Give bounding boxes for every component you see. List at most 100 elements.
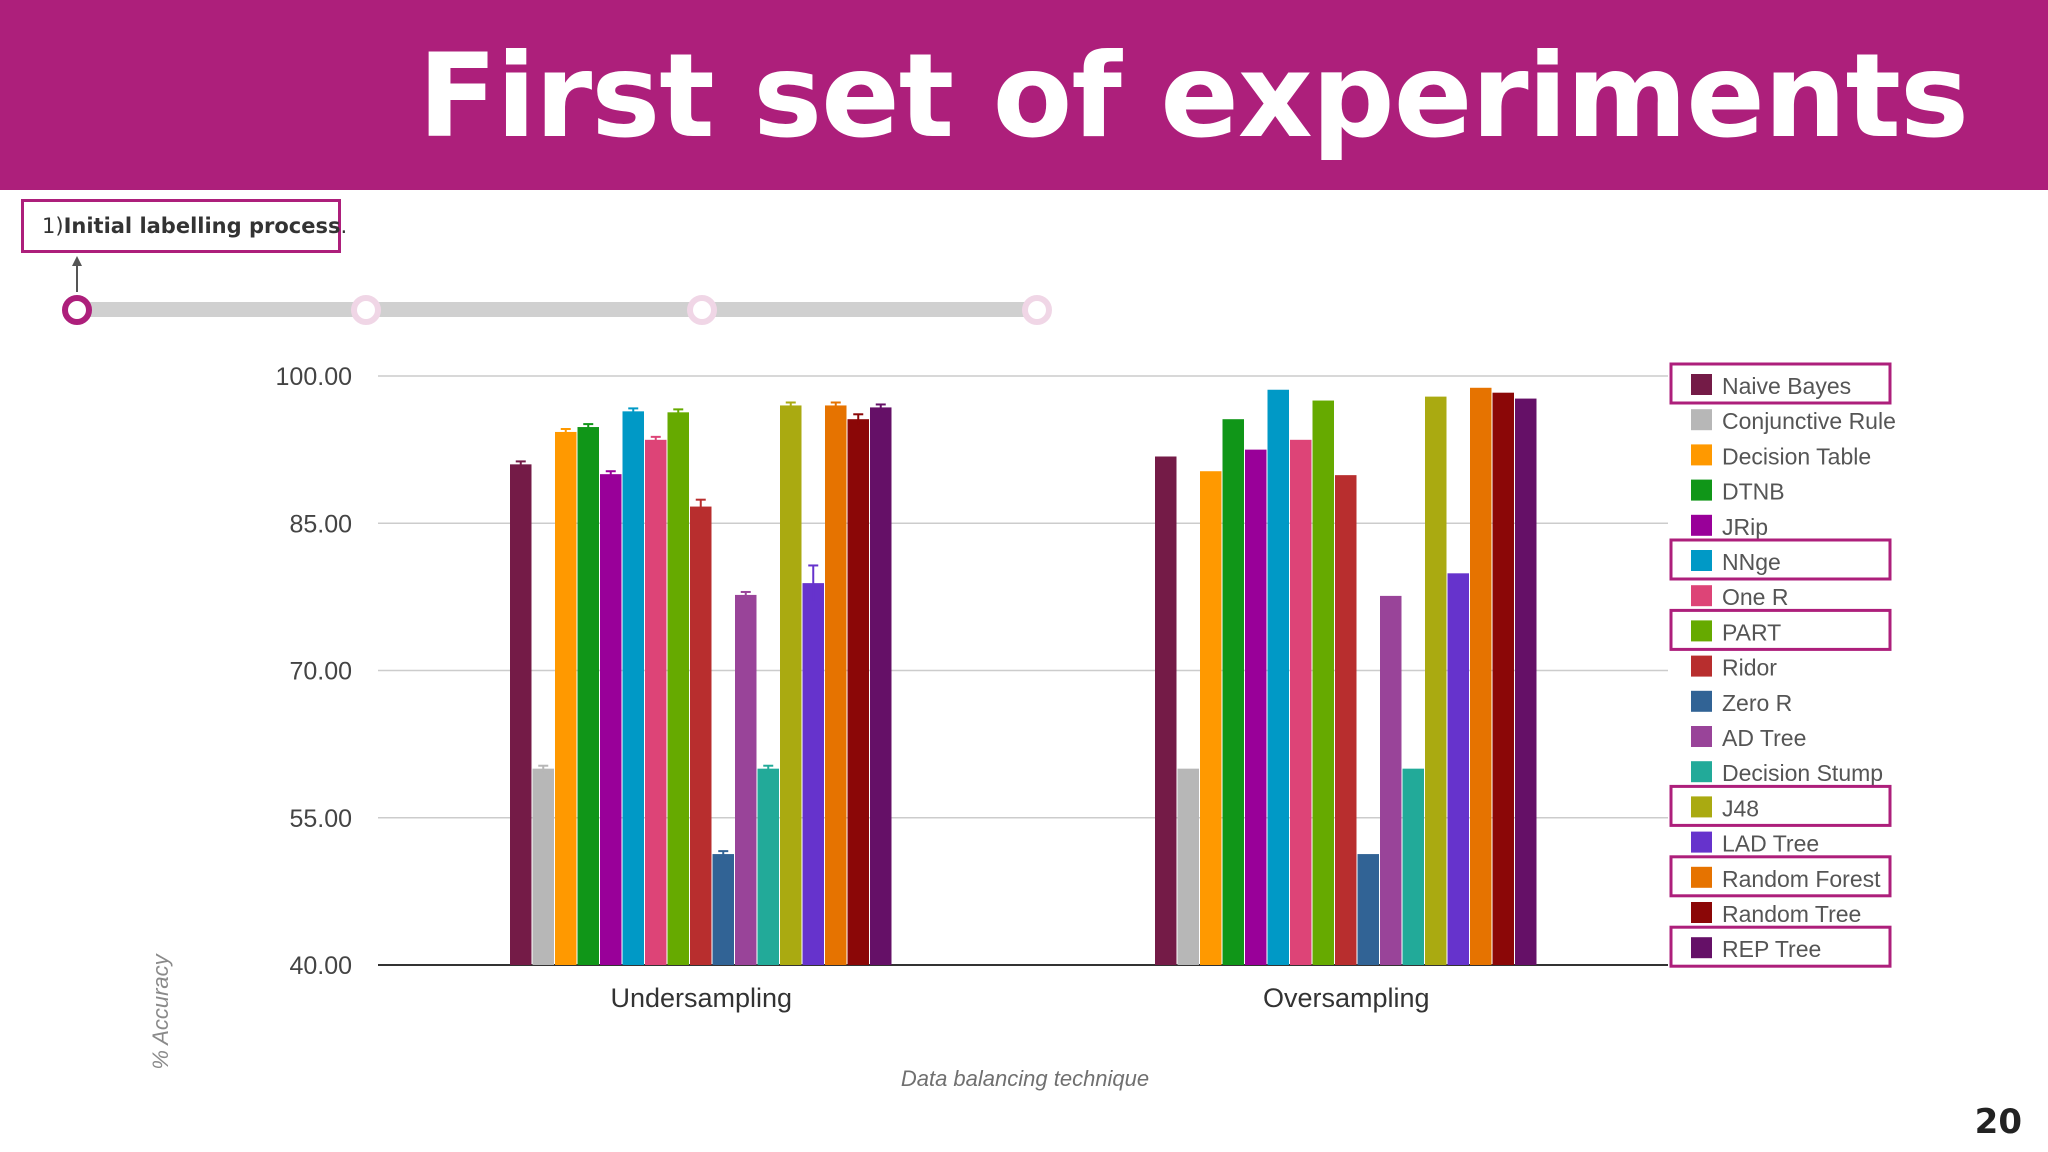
bar (735, 594, 757, 965)
bar (667, 412, 689, 965)
step-label-box: 1) Initial labelling process. (21, 199, 347, 253)
x-tick-label: Oversampling (1263, 983, 1430, 1013)
bar (645, 439, 667, 965)
bar (870, 407, 892, 965)
bar (577, 427, 599, 966)
legend-swatch (1691, 866, 1712, 888)
legend-label: Zero R (1722, 690, 1792, 716)
legend-swatch (1691, 690, 1712, 712)
step-dot-1[interactable] (62, 295, 92, 325)
bar (780, 405, 802, 965)
bar (510, 464, 532, 965)
legend-label: Random Forest (1722, 866, 1881, 892)
legend-swatch (1691, 444, 1712, 466)
legend-label: PART (1722, 619, 1781, 645)
legend-label: DTNB (1722, 479, 1785, 505)
step-label-prefix: 1) (42, 214, 64, 238)
legend-swatch (1691, 479, 1712, 501)
y-tick-label: 70.00 (289, 658, 352, 686)
bar (1312, 400, 1334, 966)
bar (802, 583, 824, 965)
bar (1335, 475, 1357, 965)
bar (1380, 595, 1402, 965)
legend-swatch (1691, 550, 1712, 571)
bar (1357, 854, 1379, 965)
bar (1267, 389, 1289, 965)
bar (1155, 456, 1177, 965)
legend-label: Ridor (1722, 655, 1777, 681)
step-dot-3[interactable] (687, 295, 717, 325)
bar (1177, 768, 1199, 965)
legend-label: Decision Table (1722, 443, 1871, 469)
bar (1492, 392, 1514, 965)
y-tick-label: 85.00 (289, 510, 352, 538)
legend-highlight-box (1669, 925, 1892, 968)
legend-swatch (1691, 761, 1712, 783)
bar (847, 419, 869, 965)
bar (1402, 768, 1424, 965)
legend-label: Random Tree (1722, 901, 1861, 927)
y-axis-label: % Accuracy (148, 952, 173, 1069)
legend-swatch (1691, 514, 1712, 536)
legend-swatch (1691, 796, 1712, 818)
x-axis-label: Data balancing technique (901, 1066, 1149, 1091)
legend: Naive Bayes Conjunctive Rule Decision Tabl… (1669, 362, 1896, 968)
accuracy-bar-chart: 100.00 85.00 70.00 55.00 40.00 Undersampling… (148, 362, 1896, 1091)
bar (712, 854, 734, 965)
legend-label: Conjunctive Rule (1722, 408, 1896, 434)
y-tick-label: 100.00 (276, 363, 352, 391)
legend-label: J48 (1722, 795, 1759, 821)
x-tick-labels: Undersampling Oversampling (610, 983, 1429, 1013)
y-tick-label: 55.00 (289, 805, 352, 833)
legend-highlight-box (1669, 784, 1892, 827)
legend-label: Decision Stump (1722, 760, 1883, 786)
bar-marks (510, 387, 1537, 966)
bar (555, 431, 577, 965)
bar (1470, 387, 1492, 965)
bar (1245, 449, 1267, 965)
y-tick-labels: 100.00 85.00 70.00 55.00 40.00 (276, 363, 352, 980)
x-tick-label: Undersampling (610, 983, 792, 1013)
step-track (77, 302, 1037, 317)
legend-highlight-box (1669, 362, 1892, 405)
step-dot-2[interactable] (351, 295, 381, 325)
legend-swatch (1691, 937, 1712, 959)
title-banner: First set of experiments (0, 0, 2048, 190)
bar (1200, 471, 1222, 965)
bar (690, 506, 712, 965)
slide-title: First set of experiments (418, 29, 1969, 164)
legend-label: NNge (1722, 549, 1781, 575)
legend-label: REP Tree (1722, 936, 1821, 962)
legend-swatch (1691, 726, 1712, 747)
legend-swatch (1691, 831, 1712, 853)
bar (1222, 419, 1244, 965)
legend-swatch (1691, 374, 1712, 395)
legend-swatch (1691, 585, 1712, 607)
page-number: 20 (1974, 1102, 2022, 1142)
legend-highlight-box (1669, 608, 1892, 651)
legend-swatch (1691, 902, 1712, 923)
bar (1447, 573, 1469, 965)
legend-swatch (1691, 620, 1712, 642)
legend-label: Naive Bayes (1722, 373, 1851, 399)
bar (532, 768, 554, 965)
step-label-suffix: . (340, 214, 348, 238)
legend-label: One R (1722, 584, 1788, 610)
y-tick-label: 40.00 (289, 952, 352, 980)
legend-label: JRip (1722, 514, 1768, 540)
step-dot-4[interactable] (1022, 295, 1052, 325)
legend-highlight-box (1669, 855, 1892, 898)
legend-label: LAD Tree (1722, 831, 1819, 857)
legend-swatch (1691, 655, 1712, 677)
bar (622, 411, 644, 966)
legend-label: AD Tree (1722, 725, 1806, 751)
legend-highlight-box (1669, 538, 1892, 581)
bar (1515, 398, 1537, 965)
bar (600, 474, 622, 965)
step-arrow-head (72, 256, 82, 266)
bar (757, 768, 779, 965)
step-label-bold: Initial labelling process (63, 214, 341, 238)
bar (1425, 396, 1447, 965)
bar (1290, 439, 1312, 965)
legend-swatch (1691, 409, 1712, 431)
